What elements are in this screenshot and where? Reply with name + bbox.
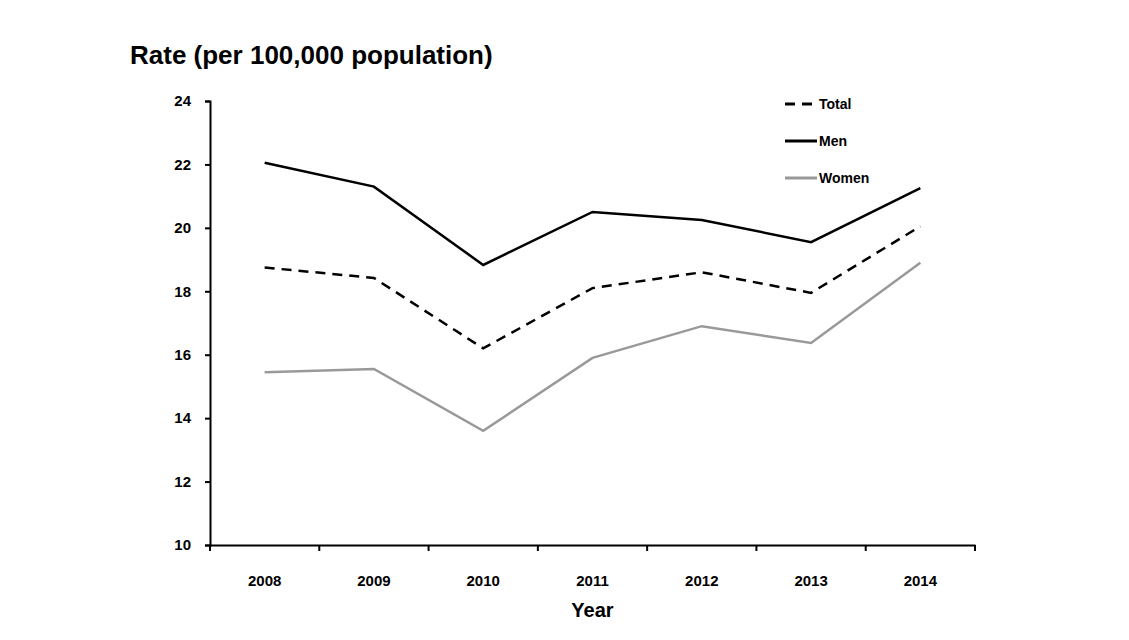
- y-tick-label: 16: [174, 346, 191, 363]
- x-tick-label: 2013: [794, 572, 827, 589]
- x-tick: 2009: [357, 572, 390, 589]
- x-tick-label: 2009: [357, 572, 390, 589]
- legend-label: Men: [819, 133, 847, 149]
- x-boundary-tick: [755, 545, 757, 551]
- legend-entry: Total: [785, 96, 851, 112]
- series-line: [265, 226, 921, 348]
- x-boundary-tick: [646, 545, 648, 551]
- x-tick-label: 2011: [576, 572, 609, 589]
- y-tick-label: 22: [174, 156, 191, 173]
- y-tick-mark: [205, 481, 210, 483]
- x-boundary-tick: [974, 545, 976, 551]
- y-tick-mark: [205, 354, 210, 356]
- y-tick: 16: [174, 346, 210, 363]
- legend-swatch: [785, 103, 817, 106]
- y-tick-mark: [205, 227, 210, 229]
- legend-label: Women: [819, 170, 869, 186]
- y-tick-mark: [205, 101, 210, 103]
- series-line: [265, 163, 921, 265]
- chart: 10 12 14 16 18 20 22 24 2008 2009 2010 2011 2012 2013…: [0, 0, 1129, 640]
- x-boundary-tick: [428, 545, 430, 551]
- x-axis: 2008 2009 2010 2011 2012 2013 2014: [210, 545, 976, 589]
- legend-swatch: [785, 140, 817, 143]
- legend-entry: Women: [785, 170, 869, 186]
- y-tick: 14: [174, 409, 210, 426]
- series-line: [265, 263, 921, 431]
- y-tick-label: 20: [174, 219, 191, 236]
- y-tick-label: 14: [174, 409, 191, 426]
- y-tick: 22: [174, 156, 210, 173]
- legend-swatch: [785, 177, 817, 180]
- y-tick-label: 18: [174, 283, 191, 300]
- x-tick: 2010: [467, 572, 500, 589]
- legend: Total Men Women: [785, 96, 869, 186]
- y-tick: 20: [174, 219, 210, 236]
- y-axis: 10 12 14 16 18 20 22 24: [174, 92, 210, 553]
- x-tick-label: 2014: [904, 572, 938, 589]
- x-tick-label: 2010: [467, 572, 500, 589]
- y-tick: 24: [174, 92, 210, 109]
- x-tick-label: 2012: [685, 572, 718, 589]
- y-tick: 12: [174, 473, 210, 490]
- y-tick: 18: [174, 283, 210, 300]
- y-tick-label: 10: [174, 536, 191, 553]
- x-boundary-tick: [537, 545, 539, 551]
- y-tick-mark: [205, 291, 210, 293]
- plot: 10 12 14 16 18 20 22 24 2008 2009 2010 2011 2012 2013…: [174, 92, 975, 588]
- y-axis-line: [205, 102, 211, 546]
- x-boundary-tick: [209, 545, 211, 551]
- x-boundary-tick: [865, 545, 867, 551]
- y-tick: 10: [174, 536, 210, 553]
- x-tick: 2013: [794, 572, 827, 589]
- y-tick-label: 12: [174, 473, 191, 490]
- lines: [265, 163, 921, 431]
- x-boundary-tick: [318, 545, 320, 551]
- x-tick-label: 2008: [248, 572, 281, 589]
- y-tick-mark: [205, 418, 210, 420]
- x-tick: 2011: [576, 572, 609, 589]
- x-axis-line: [211, 545, 976, 547]
- x-tick: 2008: [248, 572, 281, 589]
- y-axis-title: Rate (per 100,000 population): [130, 40, 493, 70]
- x-tick: 2014: [904, 572, 938, 589]
- y-tick-mark: [205, 164, 210, 166]
- legend-label: Total: [819, 96, 851, 112]
- legend-entry: Men: [785, 133, 847, 149]
- x-tick: 2012: [685, 572, 718, 589]
- x-axis-title: Year: [571, 599, 613, 621]
- y-tick-label: 24: [174, 92, 191, 109]
